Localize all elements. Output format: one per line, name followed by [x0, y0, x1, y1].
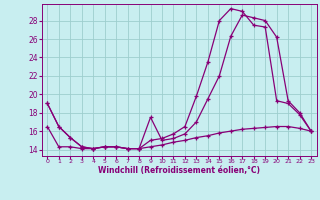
X-axis label: Windchill (Refroidissement éolien,°C): Windchill (Refroidissement éolien,°C) — [98, 166, 260, 175]
